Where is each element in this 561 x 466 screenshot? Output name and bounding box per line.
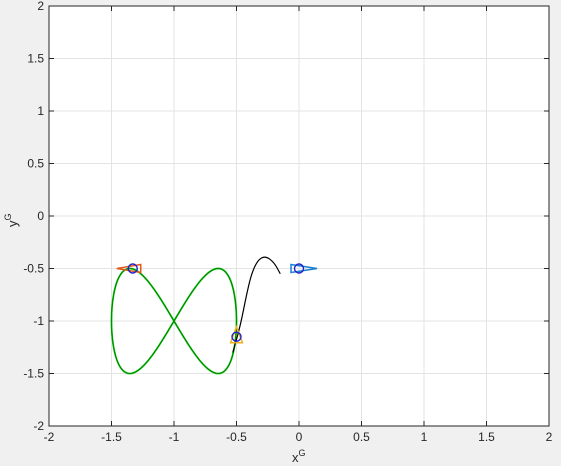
x-tick-label: 0 xyxy=(296,430,303,444)
agent-blue xyxy=(290,263,318,274)
y-tick-label: 1.5 xyxy=(27,52,44,66)
x-tick-label: 1 xyxy=(421,430,428,444)
x-tick-label: 0.5 xyxy=(353,430,370,444)
x-tick-label: -2 xyxy=(44,430,55,444)
x-axis-label: xG xyxy=(292,448,306,465)
y-tick-label: 2 xyxy=(37,0,44,13)
reference-path xyxy=(110,267,238,375)
y-tick-label: -1.5 xyxy=(23,367,44,381)
y-tick-label: -0.5 xyxy=(23,262,44,276)
x-tick-label: -0.5 xyxy=(226,430,247,444)
agent-red xyxy=(116,263,142,274)
agent-position-marker xyxy=(231,331,242,342)
y-tick-labels: -2 -1.5 -1 -0.5 0 0.5 1 1.5 2 xyxy=(23,0,44,433)
y-tick-label: -1 xyxy=(33,314,44,328)
agent-body xyxy=(229,324,244,344)
agent-body xyxy=(290,263,318,274)
y-tick-label: -2 xyxy=(33,419,44,433)
agent-position-marker xyxy=(293,263,305,274)
executed-lemniscate xyxy=(111,268,237,374)
x-tick-label: -1 xyxy=(169,430,180,444)
agent-position-marker xyxy=(127,263,138,274)
axis-ticks xyxy=(48,5,550,427)
agents xyxy=(116,263,318,344)
trajectory xyxy=(232,256,281,353)
x-tick-label: 2 xyxy=(546,430,553,444)
x-tick-label: 1.5 xyxy=(478,430,495,444)
y-tick-label: 0 xyxy=(37,209,44,223)
transition-trajectory xyxy=(232,256,281,353)
agent-yellow xyxy=(229,324,244,344)
x-tick-label: -1.5 xyxy=(101,430,122,444)
y-axis-label: yG xyxy=(3,213,20,227)
x-tick-labels: -2 -1.5 -1 -0.5 0 0.5 1 1.5 2 xyxy=(44,430,553,444)
y-tick-label: 1 xyxy=(37,104,44,118)
y-tick-label: 0.5 xyxy=(27,157,44,171)
